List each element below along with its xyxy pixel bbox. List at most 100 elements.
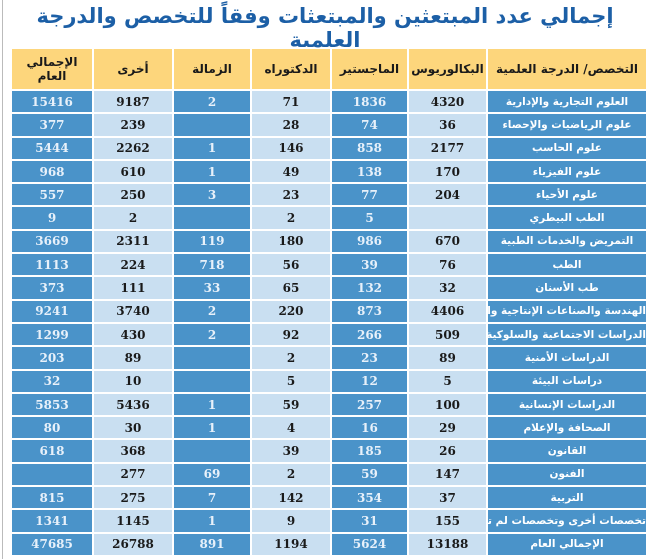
cell-doctorate: 180: [252, 230, 330, 253]
cell-doctorate: 5: [252, 370, 330, 392]
cell-total: 1341: [12, 510, 92, 532]
table-row: علوم الحاسب 2177 858 146 1 2262 5444: [12, 137, 646, 159]
cell-total: 203: [12, 347, 92, 369]
cell-fellowship: [174, 347, 250, 369]
cell-bachelor: 509: [409, 323, 486, 346]
cell-other: 30: [94, 417, 172, 439]
cell-fellowship: 33: [174, 277, 250, 299]
cell-bachelor: 32: [409, 277, 486, 299]
table-row: علوم الرياضيات والإحصاء 36 74 28 239 377: [12, 114, 646, 136]
cell-other: 26788: [94, 533, 172, 555]
cell-specialization: الهندسة والصناعات الإنتاجية والهندسية: [488, 300, 646, 322]
data-table: التخصص/ الدرجة العلمية البكالوريوس الماجست…: [10, 47, 648, 557]
cell-total: 47685: [12, 533, 92, 555]
table-row: التربية 37 354 142 7 275 815: [12, 487, 646, 509]
cell-bachelor: [409, 207, 486, 229]
cell-total: 5853: [12, 393, 92, 416]
table-row: تخصصات أخرى وتخصصات لم تحدد بعد155319111…: [12, 510, 646, 532]
cell-total: 80: [12, 417, 92, 439]
cell-bachelor: 26: [409, 440, 486, 462]
cell-master: 266: [332, 323, 407, 346]
cell-other: 10: [94, 370, 172, 392]
cell-doctorate: 92: [252, 323, 330, 346]
cell-doctorate: 49: [252, 160, 330, 183]
cell-fellowship: [174, 370, 250, 392]
cell-bachelor: 29: [409, 417, 486, 439]
cell-other: 2: [94, 207, 172, 229]
cell-specialization: دراسات البيئة: [488, 370, 646, 392]
cell-fellowship: 2: [174, 323, 250, 346]
cell-bachelor: 155: [409, 510, 486, 532]
cell-master: 31: [332, 510, 407, 532]
cell-master: 5: [332, 207, 407, 229]
cell-bachelor: 37: [409, 487, 486, 509]
cell-specialization: التربية: [488, 487, 646, 509]
cell-fellowship: 1: [174, 510, 250, 532]
cell-total: 1113: [12, 254, 92, 276]
cell-master: 16: [332, 417, 407, 439]
cell-total: [12, 463, 92, 486]
table-row: الدراسات الإنسانية 100 257 59 1 5436 5853: [12, 393, 646, 416]
cell-master: 77: [332, 184, 407, 206]
header-doctorate: الدكتوراه: [252, 49, 330, 89]
cell-specialization: الطب: [488, 254, 646, 276]
cell-total: 3669: [12, 230, 92, 253]
cell-doctorate: 39: [252, 440, 330, 462]
cell-specialization: العلوم التجارية والإدارية: [488, 91, 646, 113]
cell-doctorate: 1194: [252, 533, 330, 555]
cell-fellowship: 1: [174, 160, 250, 183]
cell-bachelor: 204: [409, 184, 486, 206]
cell-total: 5444: [12, 137, 92, 159]
cell-fellowship: [174, 207, 250, 229]
cell-doctorate: 28: [252, 114, 330, 136]
cell-other: 275: [94, 487, 172, 509]
cell-master: 873: [332, 300, 407, 322]
cell-specialization: علوم الفيزياء: [488, 160, 646, 183]
cell-total: 373: [12, 277, 92, 299]
cell-master: 39: [332, 254, 407, 276]
cell-specialization: الدراسات الاجتماعية والسلوكية: [488, 323, 646, 346]
header-bachelor: البكالوريوس: [409, 49, 486, 89]
cell-master: 1836: [332, 91, 407, 113]
cell-fellowship: 69: [174, 463, 250, 486]
cell-master: 12: [332, 370, 407, 392]
table-row: الفنون 147 59 2 69 277: [12, 463, 646, 486]
cell-bachelor: 170: [409, 160, 486, 183]
header-specialization: التخصص/ الدرجة العلمية: [488, 49, 646, 89]
cell-doctorate: 2: [252, 347, 330, 369]
cell-master: 257: [332, 393, 407, 416]
cell-specialization: تخصصات أخرى وتخصصات لم تحدد بعد: [488, 510, 646, 532]
cell-specialization: علوم الرياضيات والإحصاء: [488, 114, 646, 136]
cell-specialization: الفنون: [488, 463, 646, 486]
cell-doctorate: 146: [252, 137, 330, 159]
cell-specialization: الإجمالي العام: [488, 533, 646, 555]
cell-fellowship: 1: [174, 137, 250, 159]
cell-other: 610: [94, 160, 172, 183]
cell-other: 224: [94, 254, 172, 276]
cell-bachelor: 670: [409, 230, 486, 253]
cell-master: 185: [332, 440, 407, 462]
cell-master: 5624: [332, 533, 407, 555]
cell-bachelor: 76: [409, 254, 486, 276]
cell-other: 239: [94, 114, 172, 136]
cell-bachelor: 5: [409, 370, 486, 392]
cell-other: 2262: [94, 137, 172, 159]
header-other: أخرى: [94, 49, 172, 89]
table-row: الطب البيطري 5 2 2 9: [12, 207, 646, 229]
cell-other: 1145: [94, 510, 172, 532]
cell-fellowship: 7: [174, 487, 250, 509]
cell-master: 858: [332, 137, 407, 159]
cell-specialization: التمريض والخدمات الطبية: [488, 230, 646, 253]
cell-fellowship: 3: [174, 184, 250, 206]
cell-other: 368: [94, 440, 172, 462]
cell-total: 968: [12, 160, 92, 183]
cell-specialization: علوم الأحياء: [488, 184, 646, 206]
cell-other: 111: [94, 277, 172, 299]
cell-doctorate: 2: [252, 463, 330, 486]
cell-specialization: الصحافة والإعلام: [488, 417, 646, 439]
cell-other: 5436: [94, 393, 172, 416]
cell-fellowship: 119: [174, 230, 250, 253]
cell-doctorate: 65: [252, 277, 330, 299]
header-master: الماجستير: [332, 49, 407, 89]
cell-other: 430: [94, 323, 172, 346]
